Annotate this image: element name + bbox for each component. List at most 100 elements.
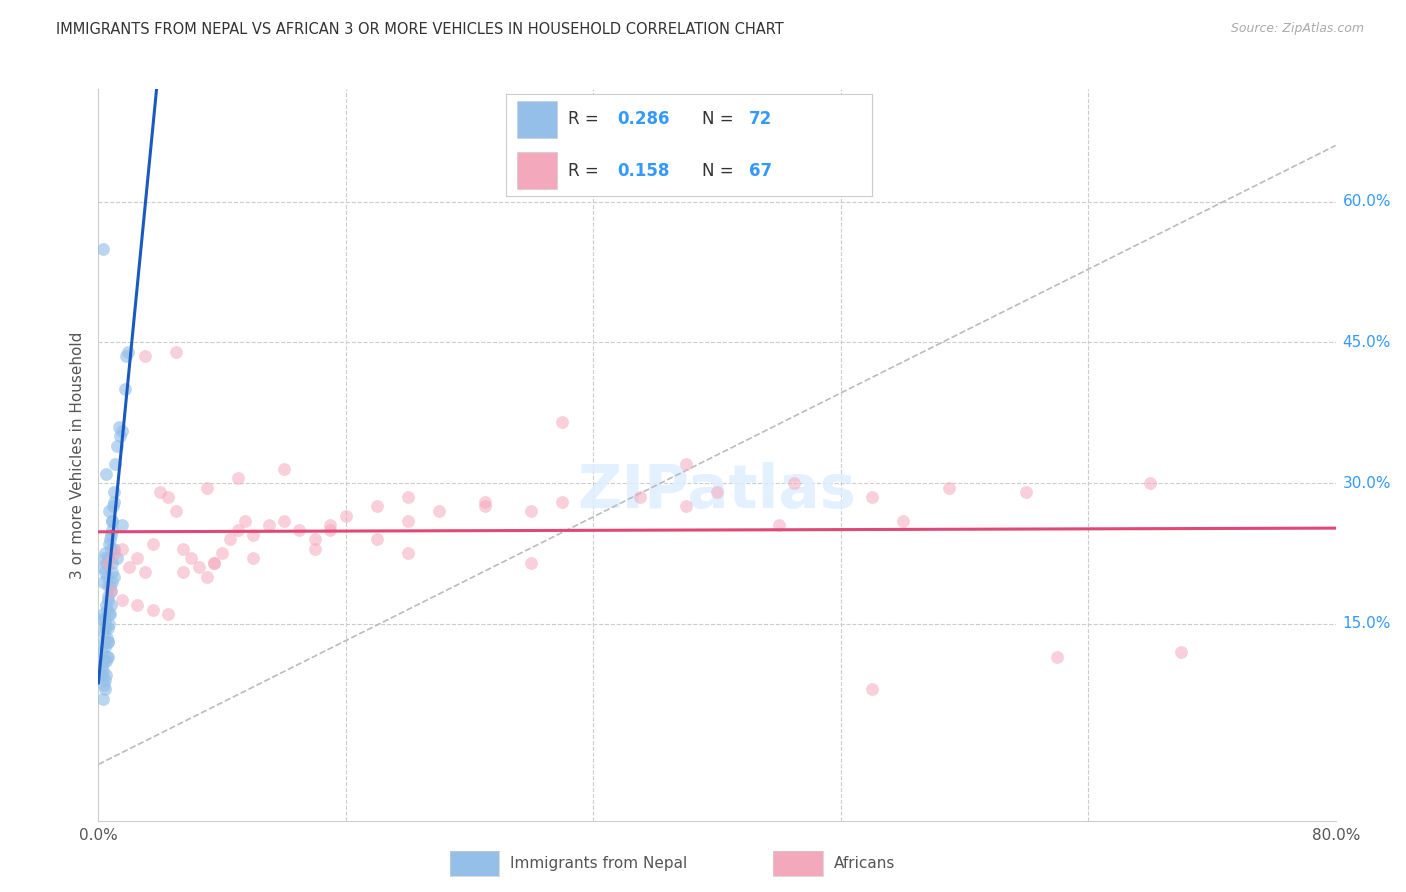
- Point: [91, 242, 114, 256]
- Point: [98, 616, 121, 631]
- Point: [97, 621, 120, 635]
- Point: [204, 556, 226, 570]
- Point: [100, 541, 122, 556]
- Point: [304, 541, 326, 556]
- Text: Source: ZipAtlas.com: Source: ZipAtlas.com: [1230, 22, 1364, 36]
- Point: [98, 607, 121, 622]
- Point: [90, 612, 112, 626]
- Point: [100, 598, 122, 612]
- FancyBboxPatch shape: [517, 153, 557, 189]
- Point: [180, 551, 202, 566]
- Point: [91, 560, 114, 574]
- Point: [117, 344, 139, 359]
- Point: [288, 523, 311, 537]
- Point: [427, 504, 450, 518]
- Point: [783, 476, 806, 491]
- Point: [103, 485, 125, 500]
- Point: [97, 579, 120, 593]
- Point: [96, 668, 118, 682]
- Point: [226, 523, 249, 537]
- Point: [98, 579, 121, 593]
- Point: [273, 514, 295, 528]
- Text: 67: 67: [749, 161, 772, 179]
- Point: [103, 570, 125, 584]
- Point: [98, 504, 121, 518]
- Text: 15.0%: 15.0%: [1343, 616, 1391, 632]
- Point: [127, 551, 149, 566]
- Point: [675, 500, 697, 514]
- Point: [96, 649, 118, 664]
- Point: [366, 500, 388, 514]
- Text: R =: R =: [568, 111, 605, 128]
- Point: [103, 541, 125, 556]
- Point: [97, 589, 120, 603]
- Point: [1170, 645, 1192, 659]
- Point: [165, 504, 187, 518]
- Point: [108, 429, 131, 443]
- Point: [551, 495, 574, 509]
- Point: [520, 504, 543, 518]
- Point: [111, 518, 132, 533]
- Point: [768, 518, 790, 533]
- Point: [96, 570, 118, 584]
- Text: IMMIGRANTS FROM NEPAL VS AFRICAN 3 OR MORE VEHICLES IN HOUSEHOLD CORRELATION CHA: IMMIGRANTS FROM NEPAL VS AFRICAN 3 OR MO…: [56, 22, 785, 37]
- Point: [94, 616, 117, 631]
- Point: [101, 500, 124, 514]
- Point: [91, 691, 114, 706]
- Point: [938, 481, 960, 495]
- Point: [98, 607, 121, 622]
- Point: [96, 654, 118, 668]
- Point: [628, 490, 651, 504]
- Point: [91, 659, 114, 673]
- Point: [100, 583, 122, 598]
- Point: [101, 574, 124, 589]
- Point: [396, 514, 419, 528]
- Point: [111, 593, 132, 607]
- Text: 60.0%: 60.0%: [1343, 194, 1391, 210]
- Text: 0.158: 0.158: [617, 161, 671, 179]
- Point: [172, 541, 194, 556]
- Point: [211, 546, 233, 560]
- Point: [319, 523, 342, 537]
- Point: [97, 635, 120, 649]
- Point: [242, 527, 264, 541]
- Point: [157, 490, 180, 504]
- Point: [474, 500, 496, 514]
- Point: [94, 640, 117, 655]
- Point: [1015, 485, 1038, 500]
- Point: [551, 415, 574, 429]
- Point: [100, 527, 122, 541]
- Point: [105, 551, 128, 566]
- Point: [96, 556, 118, 570]
- Point: [103, 546, 125, 560]
- Point: [114, 382, 136, 396]
- Point: [675, 458, 697, 472]
- Point: [273, 462, 295, 476]
- Point: [165, 344, 187, 359]
- Point: [105, 438, 128, 452]
- Point: [91, 664, 114, 678]
- Text: N =: N =: [702, 161, 738, 179]
- Point: [188, 560, 211, 574]
- Point: [111, 541, 132, 556]
- Point: [134, 350, 156, 364]
- Text: R =: R =: [568, 161, 605, 179]
- Text: 30.0%: 30.0%: [1343, 475, 1391, 491]
- Point: [257, 518, 280, 533]
- Point: [100, 583, 122, 598]
- Point: [396, 546, 419, 560]
- Point: [96, 602, 118, 616]
- Point: [97, 649, 120, 664]
- Text: 0.286: 0.286: [617, 111, 671, 128]
- Point: [93, 654, 115, 668]
- Point: [96, 598, 118, 612]
- Text: N =: N =: [702, 111, 738, 128]
- Point: [94, 612, 117, 626]
- Point: [242, 551, 264, 566]
- Point: [91, 574, 114, 589]
- Point: [366, 533, 388, 547]
- Point: [172, 565, 194, 579]
- Point: [93, 673, 115, 687]
- Text: 72: 72: [749, 111, 772, 128]
- Point: [97, 556, 120, 570]
